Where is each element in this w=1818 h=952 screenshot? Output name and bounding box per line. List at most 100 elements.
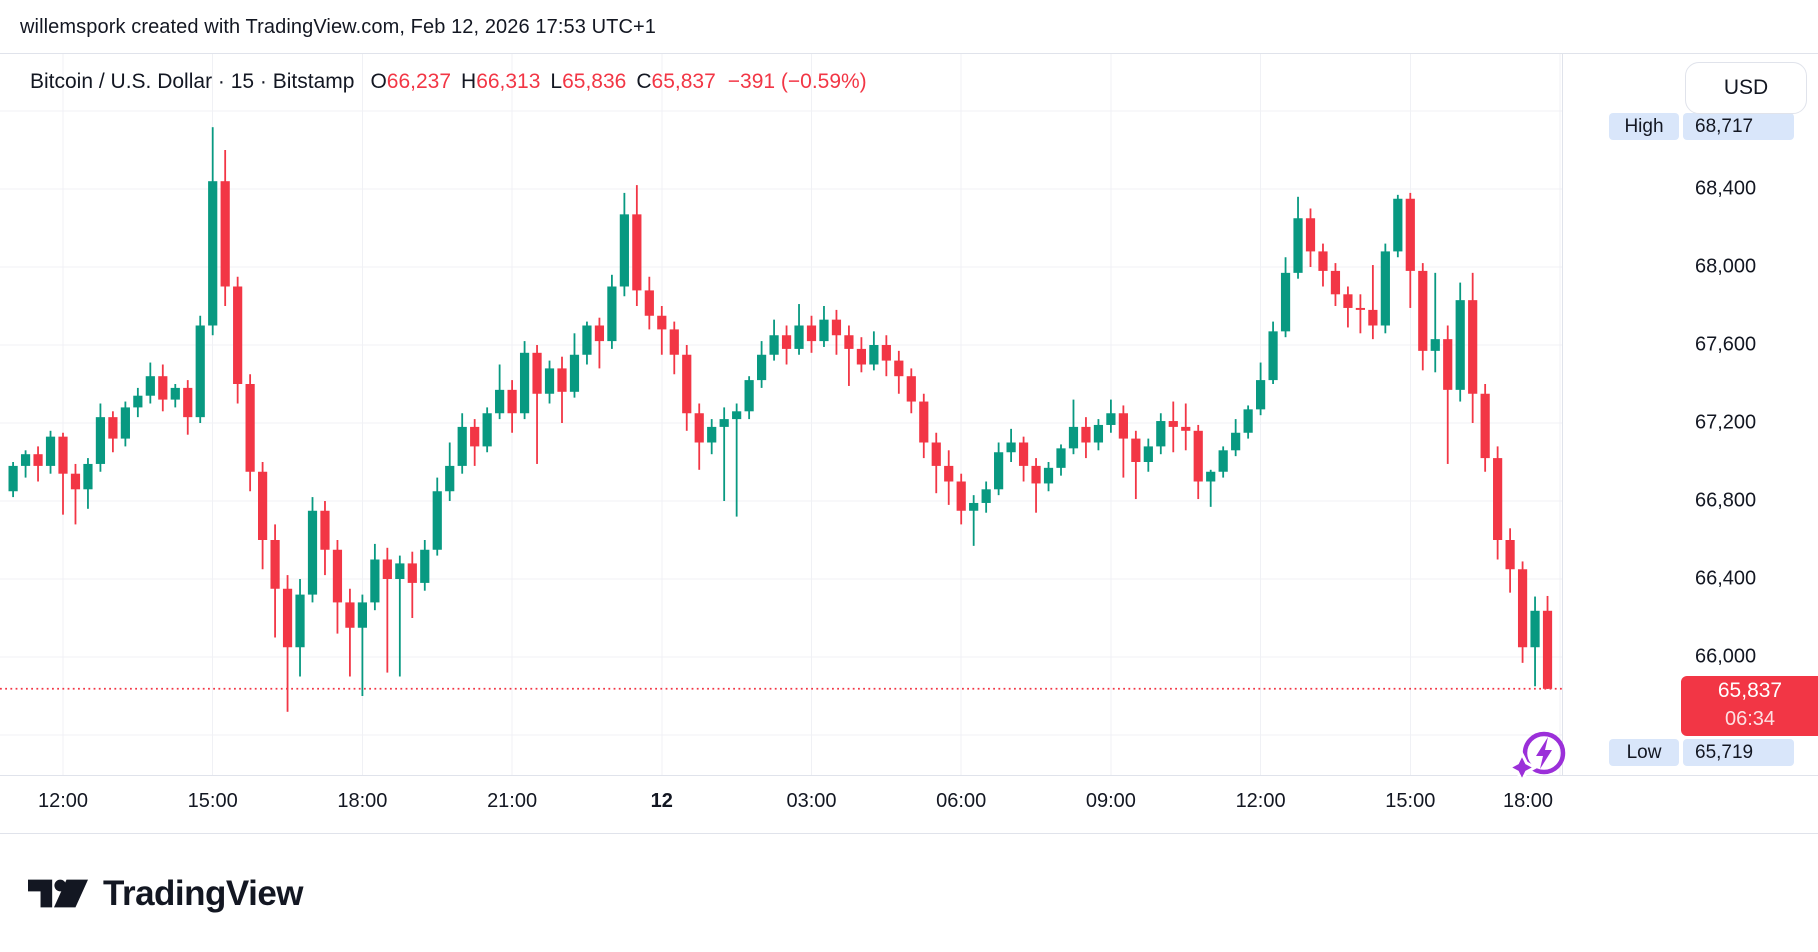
- candle-body: [919, 401, 929, 443]
- candle-body: [844, 335, 854, 349]
- candle-body: [195, 325, 205, 418]
- candle-body: [208, 181, 218, 326]
- candle-body: [1505, 540, 1515, 570]
- flash-boost-icon[interactable]: [1508, 727, 1572, 781]
- candle-body: [969, 502, 979, 511]
- ohlc-close-value: 65,837: [651, 70, 716, 93]
- candle-body: [95, 417, 106, 464]
- candle-body: [1318, 251, 1328, 271]
- candle-body: [1530, 610, 1540, 648]
- candle-body: [806, 325, 817, 342]
- candle-body: [370, 559, 380, 603]
- candle-body: [1293, 218, 1303, 273]
- candle-wick: [848, 325, 850, 386]
- candle-body: [307, 510, 318, 595]
- candle-wick: [598, 317, 601, 369]
- candle-body: [607, 286, 617, 342]
- symbol-title[interactable]: Bitcoin / U.S. Dollar · 15 · Bitstamp: [30, 70, 355, 93]
- tradingview-logo[interactable]: TradingView: [28, 872, 304, 916]
- ohlc-open-value: 66,237: [386, 70, 452, 93]
- candle-body: [732, 411, 742, 420]
- ohlc-low-label: L: [550, 70, 563, 93]
- price-scale[interactable]: 68,400 68,000 67,600 67,200 66,800 66,400 66,0…: [1562, 54, 1818, 775]
- price-tick-label: 66,400: [1695, 567, 1757, 590]
- sparkle-star-icon: [1508, 750, 1539, 781]
- candle-body: [170, 387, 180, 400]
- candle-body: [120, 407, 130, 439]
- time-tick-label: 15:00: [187, 790, 238, 812]
- candle-wick: [62, 432, 64, 515]
- candle-body: [1193, 430, 1203, 482]
- candle-body: [856, 348, 866, 365]
- bar-countdown: 06:34: [1724, 708, 1776, 730]
- candle-body: [332, 549, 343, 603]
- price-tick-label: 68,000: [1695, 255, 1757, 278]
- candle-body: [1430, 339, 1440, 351]
- candle-body: [569, 354, 580, 392]
- candle-body: [669, 329, 679, 355]
- candle-body: [632, 214, 642, 291]
- candle-body: [1493, 458, 1503, 540]
- price-tick-label: 68,400: [1695, 177, 1757, 200]
- candle-body: [1093, 424, 1104, 443]
- candle-body: [270, 540, 280, 589]
- candle-wick: [1446, 325, 1449, 464]
- candlestick-chart[interactable]: [0, 54, 1562, 775]
- candle-body: [395, 563, 405, 579]
- candle-body: [1218, 450, 1228, 472]
- candle-body: [944, 465, 954, 482]
- candle-body: [744, 380, 754, 412]
- candle-wick: [735, 403, 738, 517]
- candle-body: [1206, 471, 1216, 482]
- candle-body: [258, 471, 268, 540]
- candle-body: [407, 563, 417, 583]
- candle-wick: [1134, 430, 1137, 500]
- candle-wick: [723, 407, 726, 501]
- candle-body: [33, 454, 43, 466]
- candle-body: [906, 376, 916, 402]
- candle-wick: [660, 306, 663, 355]
- candle-body: [108, 417, 118, 439]
- time-axis[interactable]: 12:00 15:00 18:00 21:00 12 03:00 06:00 09:00 12:…: [0, 775, 1818, 834]
- candle-body: [1268, 331, 1278, 381]
- candle-body: [1418, 270, 1428, 351]
- candle-body: [1106, 413, 1116, 425]
- candle-body: [357, 602, 367, 628]
- candle-wick: [1434, 272, 1437, 373]
- candle-body: [1393, 198, 1403, 252]
- candle-body: [682, 354, 692, 414]
- widget-top-border: [0, 53, 1818, 54]
- candle-body: [1056, 448, 1066, 468]
- candle-body: [320, 510, 330, 550]
- candle-body: [145, 376, 155, 396]
- candle-body: [382, 559, 392, 579]
- logo-text: TradingView: [103, 874, 304, 913]
- candle-body: [1018, 442, 1029, 466]
- time-tick-label: 12:00: [1235, 790, 1286, 812]
- time-tick-label: 09:00: [1085, 790, 1136, 812]
- time-tick-label: 03:00: [786, 790, 837, 812]
- candle-body: [495, 389, 505, 414]
- candle-wick: [361, 594, 364, 696]
- candle-body: [507, 389, 517, 414]
- time-tick-label: 21:00: [487, 790, 538, 812]
- candle-body: [544, 368, 555, 394]
- candle-body: [869, 345, 879, 365]
- candle-body: [819, 319, 829, 342]
- candle-body: [1006, 442, 1016, 453]
- candle-body: [1143, 446, 1153, 462]
- currency-toggle-button[interactable]: USD: [1685, 62, 1807, 114]
- time-tick-label: 12:00: [37, 790, 89, 812]
- ohlc-close-label: C: [636, 70, 652, 93]
- candle-body: [158, 376, 168, 400]
- attribution-text: willemspork created with TradingView.com…: [20, 16, 656, 38]
- candle-body: [594, 325, 605, 342]
- candle-body: [1118, 413, 1128, 439]
- last-price-value: 65,837: [1717, 679, 1783, 702]
- candle-body: [644, 290, 654, 316]
- candle-body: [1081, 426, 1091, 443]
- candle-body: [482, 413, 492, 447]
- candle-body: [470, 426, 480, 447]
- candle-body: [457, 426, 467, 466]
- candle-body: [220, 181, 230, 287]
